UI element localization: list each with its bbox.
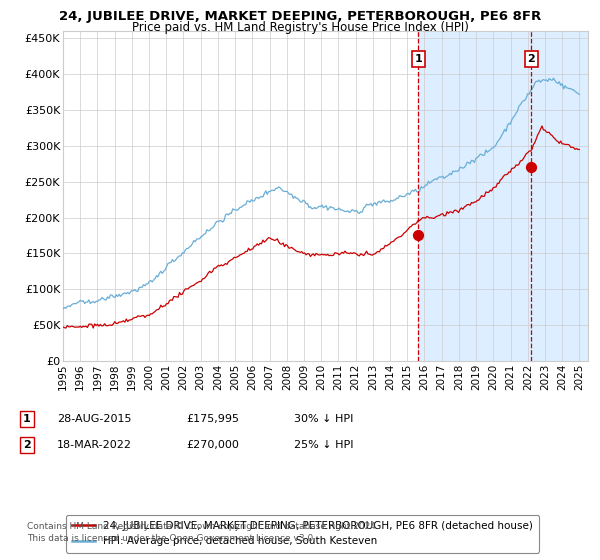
- Text: £270,000: £270,000: [186, 440, 239, 450]
- Text: 2: 2: [23, 440, 31, 450]
- Point: [413, 230, 423, 239]
- Text: £175,995: £175,995: [186, 414, 239, 424]
- Text: 30% ↓ HPI: 30% ↓ HPI: [294, 414, 353, 424]
- Text: 1: 1: [415, 54, 422, 64]
- Text: 28-AUG-2015: 28-AUG-2015: [57, 414, 131, 424]
- Text: 18-MAR-2022: 18-MAR-2022: [57, 440, 132, 450]
- Text: 2: 2: [527, 54, 535, 64]
- Text: 1: 1: [23, 414, 31, 424]
- Text: Price paid vs. HM Land Registry's House Price Index (HPI): Price paid vs. HM Land Registry's House …: [131, 21, 469, 34]
- Bar: [418, 31, 588, 361]
- Point: [527, 163, 536, 172]
- Text: 25% ↓ HPI: 25% ↓ HPI: [294, 440, 353, 450]
- Text: 24, JUBILEE DRIVE, MARKET DEEPING, PETERBOROUGH, PE6 8FR: 24, JUBILEE DRIVE, MARKET DEEPING, PETER…: [59, 10, 541, 23]
- Legend: 24, JUBILEE DRIVE, MARKET DEEPING, PETERBOROUGH, PE6 8FR (detached house), HPI: : 24, JUBILEE DRIVE, MARKET DEEPING, PETER…: [65, 515, 539, 553]
- Text: Contains HM Land Registry data © Crown copyright and database right 2024.
This d: Contains HM Land Registry data © Crown c…: [27, 522, 379, 543]
